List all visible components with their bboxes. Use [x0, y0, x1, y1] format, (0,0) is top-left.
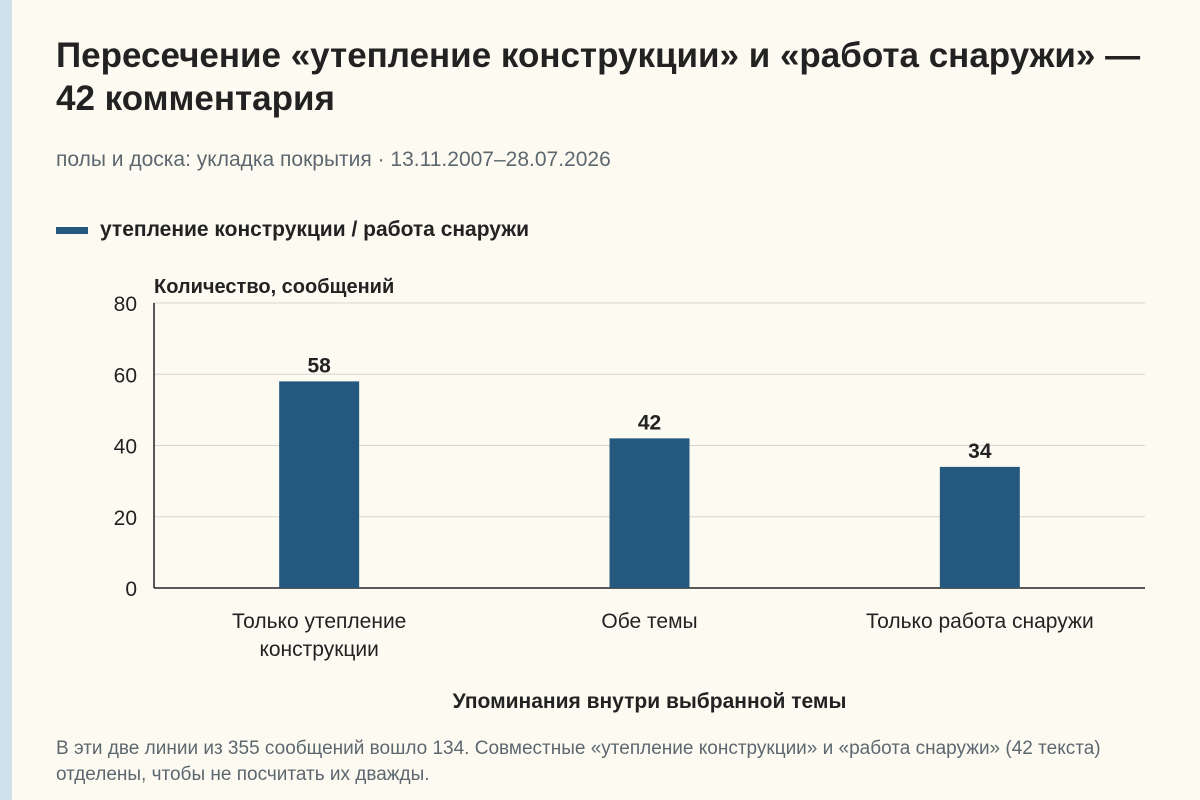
legend-swatch	[56, 226, 88, 234]
bar	[609, 438, 690, 588]
y-tick-label: 60	[114, 364, 137, 387]
chart-title: Пересечение «утепление конструкции» и «р…	[56, 36, 1141, 118]
x-axis-title: Упоминания внутри выбранной темы	[453, 690, 847, 713]
chart-subtitle: полы и доска: укладка покрытия · 13.11.2…	[56, 148, 611, 171]
y-tick-label: 20	[114, 507, 137, 530]
y-tick-label: 40	[114, 436, 137, 459]
x-tick-label: Только работа снаружи	[866, 610, 1094, 633]
y-tick-label: 0	[125, 578, 137, 601]
legend-label: утепление конструкции / работа снаружи	[100, 218, 530, 241]
bar-value-label: 34	[968, 440, 992, 463]
legend: утепление конструкции / работа снаружи	[56, 218, 529, 242]
bar-chart: 0 20 40 60 80 Количество, сообщений 58 Только у…	[114, 276, 1145, 713]
x-tick-label: Только утепление	[232, 610, 406, 633]
footnote: В эти две линии из 355 сообщений вошло 1…	[56, 738, 1101, 785]
bar	[279, 381, 360, 588]
y-tick-label: 80	[114, 293, 137, 316]
y-axis-title: Количество, сообщений	[154, 276, 394, 298]
left-accent-strip	[0, 0, 12, 800]
bar-value-label: 58	[307, 354, 331, 377]
x-tick-label: Обе темы	[601, 610, 697, 633]
bar-value-label: 42	[638, 411, 661, 434]
bar	[939, 466, 1020, 588]
x-tick-label: конструкции	[259, 638, 378, 661]
